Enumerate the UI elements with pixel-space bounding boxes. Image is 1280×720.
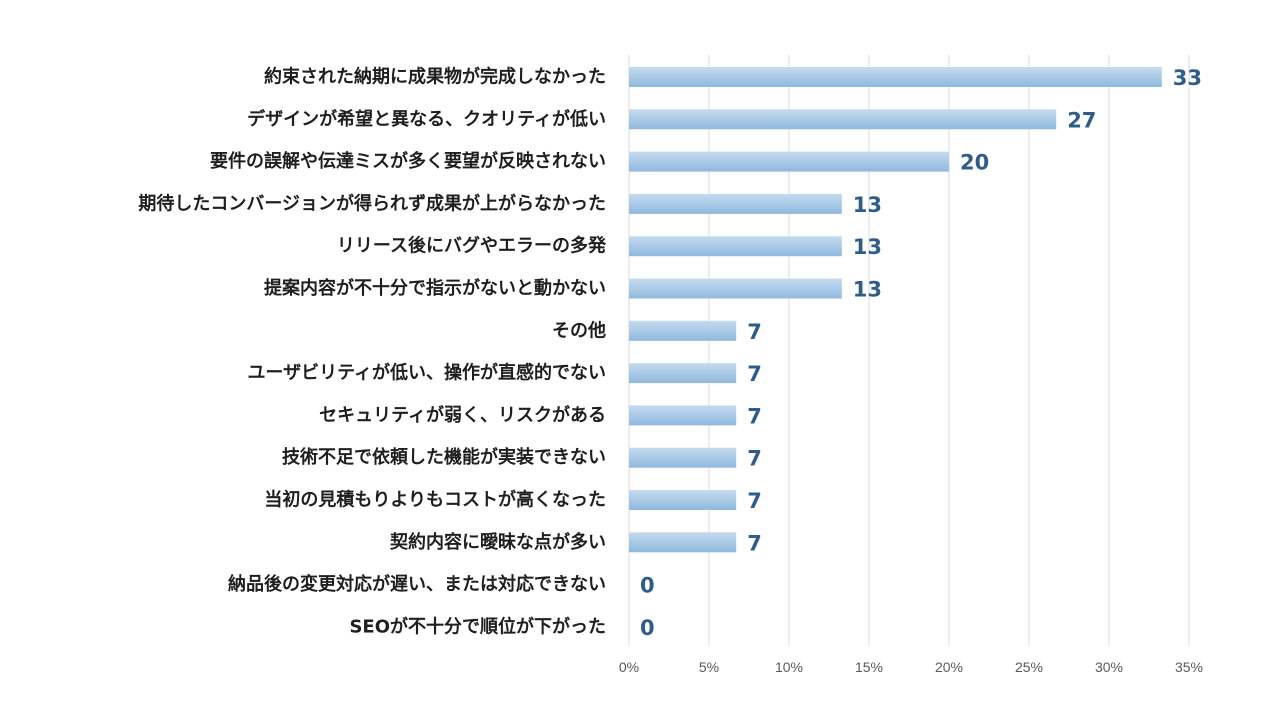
data-label: 7: [747, 489, 762, 513]
x-axis-ticks: 0% 5% 10% 15% 20% 25% 30% 35%: [619, 659, 1203, 675]
data-label: 33: [1173, 66, 1202, 90]
category-label: セキュリティが弱く、リスクがある: [319, 404, 606, 426]
category-label: 技術不足で依頼した機能が実装できない: [282, 446, 606, 468]
category-label: 契約内容に曖昧な点が多い: [389, 531, 606, 553]
category-label: デザインが希望と異なる、クオリティが低い: [247, 108, 606, 130]
bar: [629, 236, 842, 257]
data-label: 0: [640, 616, 655, 640]
x-tick-label: 0%: [619, 659, 639, 675]
x-tick-label: 5%: [699, 659, 719, 675]
category-label: 約束された納期に成果物が完成しなかった: [264, 66, 606, 88]
bar: [629, 363, 737, 384]
data-label: 7: [747, 404, 762, 428]
category-label: その他: [552, 319, 606, 341]
bar: [629, 405, 737, 426]
x-tick-label: 10%: [775, 659, 803, 675]
data-label: 13: [853, 193, 882, 217]
category-labels: 約束された納期に成果物が完成しなかったデザインが希望と異なる、クオリティが低い要…: [138, 66, 607, 638]
bars: [629, 67, 1162, 553]
x-tick-label: 15%: [855, 659, 883, 675]
bar: [629, 532, 737, 553]
category-label: 期待したコンバージョンが得られず成果が上がらなかった: [138, 192, 606, 214]
data-label: 13: [853, 235, 882, 259]
value-labels: 33 27 20 13 13 13 7 7 7 7 7 7 0 0: [640, 66, 1202, 640]
data-label: 20: [960, 151, 989, 175]
data-label: 7: [747, 447, 762, 471]
category-label: 納品後の変更対応が遅い、または対応できない: [228, 573, 606, 595]
x-tick-label: 35%: [1175, 659, 1203, 675]
category-label: 当初の見積もりよりもコストが高くなった: [264, 489, 606, 511]
bar: [629, 490, 737, 510]
bar: [629, 278, 842, 299]
bar: [629, 447, 737, 468]
gridlines: [628, 55, 1190, 645]
category-label: SEOが不十分で順位が下がった: [349, 615, 606, 637]
category-label: リリース後にバグやエラーの多発: [337, 235, 607, 257]
bar: [629, 320, 737, 341]
data-label: 7: [747, 362, 762, 386]
bar: [629, 151, 949, 172]
x-tick-label: 20%: [935, 659, 963, 675]
category-label: ユーザビリティが低い、操作が直感的でない: [247, 362, 606, 384]
data-label: 13: [853, 278, 882, 302]
category-label: 提案内容が不十分で指示がないと動かない: [264, 277, 606, 299]
bar: [629, 109, 1057, 130]
data-label: 27: [1067, 108, 1096, 132]
bar: [629, 67, 1162, 87]
data-label: 0: [640, 574, 655, 598]
x-tick-label: 30%: [1095, 659, 1123, 675]
bar: [629, 193, 842, 214]
data-label: 7: [747, 531, 762, 555]
data-label: 7: [747, 320, 762, 344]
category-label: 要件の誤解や伝達ミスが多く要望が反映されない: [210, 150, 606, 172]
x-tick-label: 25%: [1015, 659, 1043, 675]
